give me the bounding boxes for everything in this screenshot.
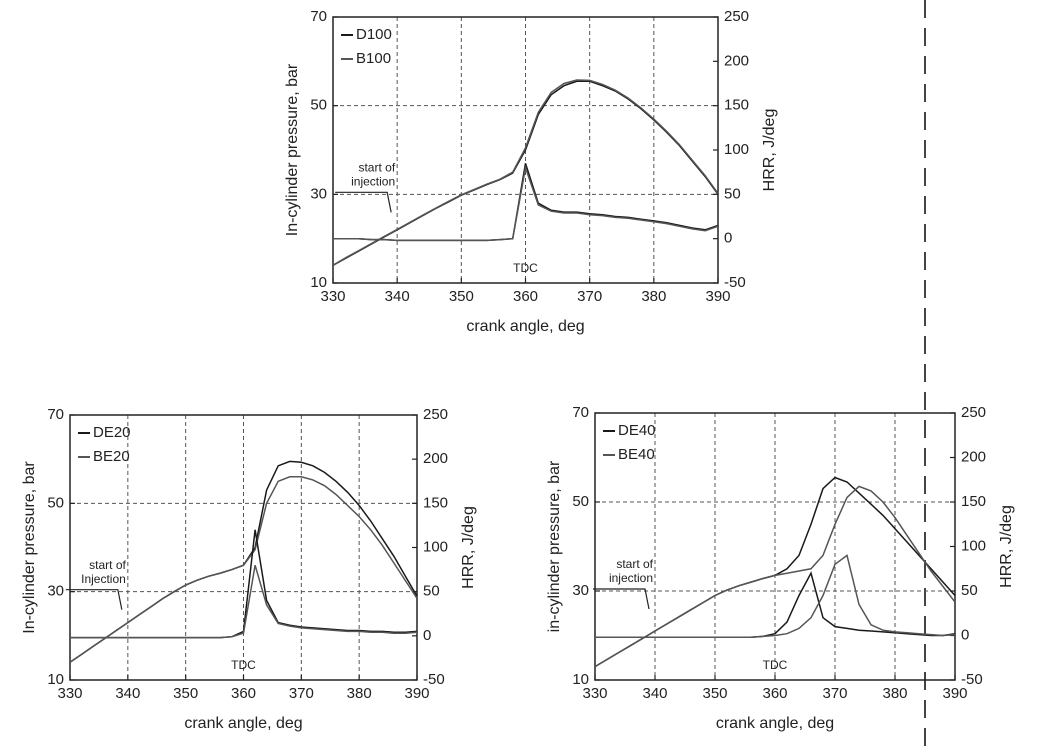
y-axis-title: In-cylinder pressure, bar — [21, 461, 38, 634]
y-tick-label: 10 — [47, 671, 64, 688]
x-tick-label: 370 — [822, 685, 847, 702]
y2-axis-title: HRR, J/deg — [460, 506, 477, 589]
y2-tick-label: -50 — [423, 671, 445, 688]
y-tick-label: 30 — [572, 582, 589, 599]
y-tick-label: 10 — [572, 671, 589, 688]
y-tick-label: 70 — [572, 404, 589, 421]
y2-tick-label: 50 — [423, 583, 440, 600]
x-tick-label: 330 — [582, 685, 607, 702]
annotation: start of — [616, 557, 653, 571]
annotation-pointer — [335, 191, 392, 213]
y2-tick-label: 150 — [423, 494, 448, 511]
y2-tick-label: 250 — [961, 404, 986, 421]
data-line — [595, 554, 956, 639]
annotation: start of — [358, 161, 395, 175]
y2-tick-label: 200 — [961, 448, 986, 465]
y2-tick-label: 0 — [724, 230, 732, 247]
annotation: Injection — [81, 572, 126, 586]
legend-label: DE20 — [93, 424, 131, 441]
y2-tick-label: 100 — [423, 538, 448, 555]
plot-frame — [332, 16, 719, 284]
y2-tick-label: 150 — [724, 97, 749, 114]
data-line — [69, 476, 418, 663]
x-tick-label: 370 — [577, 288, 602, 305]
y2-tick-label: 200 — [724, 52, 749, 69]
y2-tick-label: 150 — [961, 493, 986, 510]
y2-tick-label: 50 — [724, 185, 741, 202]
x-tick-label: 360 — [762, 685, 787, 702]
legend-label: BE40 — [618, 446, 655, 463]
x-tick-label: 350 — [173, 685, 198, 702]
x-tick-label: 350 — [449, 288, 474, 305]
y2-tick-label: 0 — [423, 627, 431, 644]
annotation-pointer — [65, 589, 123, 610]
y2-tick-label: 250 — [423, 406, 448, 423]
x-tick-label: 340 — [642, 685, 667, 702]
y-axis-title: In-cylinder pressure, bar — [284, 63, 301, 236]
y2-tick-label: 100 — [961, 537, 986, 554]
x-tick-label: 380 — [882, 685, 907, 702]
x-tick-label: 340 — [115, 685, 140, 702]
y2-tick-label: 250 — [724, 8, 749, 25]
y2-tick-label: 100 — [724, 141, 749, 158]
annotation: injection — [609, 571, 653, 585]
y-tick-label: 70 — [310, 8, 327, 25]
x-tick-label: 360 — [513, 288, 538, 305]
x-tick-label: 390 — [705, 288, 730, 305]
y2-tick-label: -50 — [724, 274, 746, 291]
x-tick-label: 380 — [641, 288, 666, 305]
data-line — [70, 564, 418, 639]
y-axis-title: in-cylinder pressure, bar — [546, 460, 563, 632]
annotation-pointer — [593, 588, 650, 610]
data-line — [332, 79, 719, 266]
legend-label: DE40 — [618, 422, 656, 439]
x-tick-label: 350 — [702, 685, 727, 702]
annotation: TDC — [231, 658, 256, 672]
y-tick-label: 30 — [47, 583, 64, 600]
y-tick-label: 50 — [47, 494, 64, 511]
x-axis-title: crank angle, deg — [716, 715, 834, 732]
x-tick-label: 330 — [320, 288, 345, 305]
y2-tick-label: -50 — [961, 671, 983, 688]
y2-axis-title: HRR, J/deg — [998, 505, 1015, 588]
x-axis-title: crank angle, deg — [184, 715, 302, 732]
x-tick-label: 360 — [231, 685, 256, 702]
y-tick-label: 30 — [310, 185, 327, 202]
y2-axis-title: HRR, J/deg — [761, 109, 778, 192]
annotation: TDC — [513, 261, 538, 275]
x-tick-label: 390 — [942, 685, 967, 702]
y-tick-label: 50 — [572, 493, 589, 510]
legend-label: BE20 — [93, 448, 130, 465]
annotation: start of — [89, 558, 126, 572]
y-tick-label: 70 — [47, 406, 64, 423]
legend-label: D100 — [356, 26, 392, 43]
x-tick-label: 390 — [404, 685, 429, 702]
data-line — [333, 164, 719, 242]
y-tick-label: 50 — [310, 97, 327, 114]
data-line — [594, 485, 956, 668]
plot-frame — [594, 412, 956, 681]
x-tick-label: 340 — [385, 288, 410, 305]
plot-frame — [69, 414, 418, 681]
annotation: injection — [351, 175, 395, 189]
legend-label: B100 — [356, 50, 391, 67]
annotation: TDC — [763, 658, 788, 672]
x-tick-label: 370 — [289, 685, 314, 702]
y2-tick-label: 50 — [961, 582, 978, 599]
y2-tick-label: 200 — [423, 450, 448, 467]
x-tick-label: 380 — [347, 685, 372, 702]
x-axis-title: crank angle, deg — [466, 318, 584, 335]
x-tick-label: 330 — [57, 685, 82, 702]
y-tick-label: 10 — [310, 274, 327, 291]
y2-tick-label: 0 — [961, 626, 969, 643]
